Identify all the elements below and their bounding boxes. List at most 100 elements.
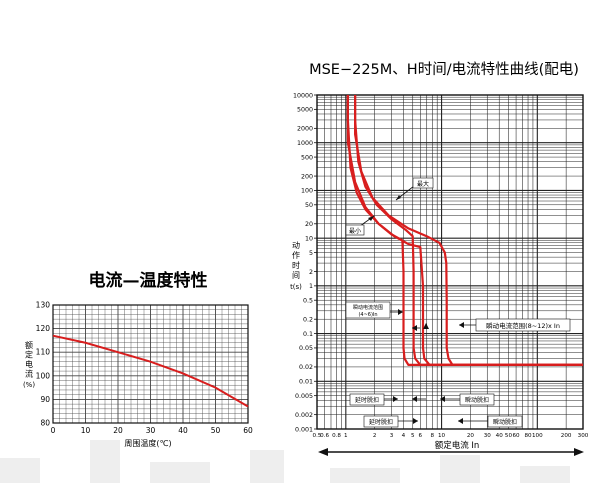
temperature-chart-grid xyxy=(52,304,249,424)
annotation-max-label: 最大 xyxy=(417,180,429,188)
y-tick-label: 50 xyxy=(305,202,313,209)
trip-curve xyxy=(354,95,583,366)
x-tick-label: 80 xyxy=(524,433,532,439)
x-tick-label: 2 xyxy=(373,433,377,439)
y-tick-label: 10 xyxy=(305,235,313,242)
y-tick-label: 1 xyxy=(309,283,313,290)
x-tick-label: 30 xyxy=(484,433,492,439)
y-tick-label: 100 xyxy=(301,188,313,195)
y-tick-label: 130 xyxy=(36,301,51,310)
temperature-chart-x-ticks: 0 10 20 30 40 50 60 xyxy=(51,426,253,435)
temperature-chart-y-ticks: 80 90 100 110 120 130 xyxy=(36,301,51,428)
y-tick-label: 0.01 xyxy=(299,379,313,386)
y-label-char: 额 xyxy=(25,340,33,350)
y-tick-label: 0.5 xyxy=(303,298,313,305)
y-label-char: 流 xyxy=(25,369,33,379)
x-tick-label: 0.8 xyxy=(332,433,341,439)
x-tick-label: 4 xyxy=(402,433,406,439)
y-label-char: 定 xyxy=(25,350,33,360)
y-tick-label: 0.2 xyxy=(303,317,313,324)
y-tick-label: 5 xyxy=(309,250,313,257)
annotation-min: 最小 xyxy=(345,215,375,236)
x-tick-label: 40 xyxy=(496,433,504,439)
time-current-chart-curves xyxy=(346,95,583,366)
x-tick-label: 20 xyxy=(467,433,475,439)
x-tick-label: 200 xyxy=(561,433,572,439)
time-current-chart-frame xyxy=(316,94,584,430)
y-tick-label: 0.02 xyxy=(299,364,313,371)
time-current-chart-title: MSE−225M、H时间/电流特性曲线(配电) xyxy=(309,61,579,78)
annotation-release-row-2: 延时脱扣 瞬动脱扣 xyxy=(363,415,523,428)
annotation-instant-range-small: 瞬动电流范围 (4~6)In xyxy=(345,301,429,331)
y-tick-label: 1000 xyxy=(297,140,313,147)
y-tick-label: 80 xyxy=(40,419,50,428)
x-tick-label: 8 xyxy=(431,433,435,439)
x-tick-label: 60 xyxy=(243,426,253,435)
x-tick-label: 50 xyxy=(211,426,221,435)
y-tick-label: 2 xyxy=(309,269,313,276)
annotation-instant-range-large-label: 瞬动电流范围(8~12)x In xyxy=(486,321,560,330)
y-tick-label: 90 xyxy=(40,395,50,404)
x-tick-label: 20 xyxy=(113,426,123,435)
temperature-chart: 电流—温度特性 0 10 20 30 40 50 60 80 90 100 110 120 130 周… xyxy=(23,270,253,448)
y-label-char: 作 xyxy=(292,250,300,260)
annotation-instant-range-small-label: 瞬动电流范围 xyxy=(353,304,383,311)
temperature-curve xyxy=(52,334,249,408)
temperature-chart-x-label: 周围温度(℃) xyxy=(124,438,171,448)
x-tick-label: 1 xyxy=(344,433,348,439)
y-tick-label: 0.001 xyxy=(295,426,313,433)
y-tick-label: 20 xyxy=(305,221,313,228)
y-tick-label: 200 xyxy=(301,173,313,180)
time-current-chart-x-label: 额定电流 In xyxy=(435,440,480,451)
x-tick-label: 60 xyxy=(513,433,521,439)
x-tick-label: 0.6 xyxy=(320,433,329,439)
annotation-delay-release-2: 延时脱扣 xyxy=(369,418,393,426)
background-decoration xyxy=(0,440,570,483)
y-tick-label: 110 xyxy=(36,348,51,357)
annotation-instant-release-2: 瞬动脱扣 xyxy=(493,418,517,426)
y-tick-label: 10000 xyxy=(293,92,313,99)
annotation-max: 最大 xyxy=(395,177,434,201)
x-tick-label: 30 xyxy=(146,426,156,435)
temperature-chart-series xyxy=(52,334,249,408)
annotation-instant-range-small-sub: (4~6)In xyxy=(358,312,377,318)
y-label-char: 间 xyxy=(292,271,300,280)
y-tick-label: 0.1 xyxy=(303,331,313,338)
trip-curve xyxy=(354,95,583,366)
y-tick-label: 2000 xyxy=(297,126,313,133)
time-current-chart-x-ticks: 0.50.6 0.8 1 2 3 4 5 6 8 10 20 30 40 50 60 80 100 200 300 xyxy=(313,433,589,439)
trip-curve xyxy=(346,95,583,366)
y-label-char: 时 xyxy=(292,260,300,270)
y-tick-label: 500 xyxy=(301,154,313,161)
time-current-chart: MSE−225M、H时间/电流特性曲线(配电) 1000050002000100… xyxy=(290,61,589,456)
annotation-instant-release-1: 瞬动脱扣 xyxy=(465,396,489,404)
y-label-char: 电 xyxy=(25,359,33,369)
x-tick-label: 0 xyxy=(51,426,56,435)
annotation-instant-range-large: 瞬动电流范围(8~12)x In xyxy=(459,318,571,332)
y-tick-label: 120 xyxy=(36,324,51,333)
y-tick-label: 5000 xyxy=(297,107,313,114)
x-tick-label: 50 xyxy=(505,433,513,439)
y-label-char: 动 xyxy=(292,240,300,250)
x-tick-label: 40 xyxy=(178,426,188,435)
y-label-unit: (%) xyxy=(23,381,35,389)
x-tick-label: 5 xyxy=(411,433,415,439)
x-tick-label: 300 xyxy=(578,433,589,439)
annotation-min-label: 最小 xyxy=(349,227,361,235)
time-current-chart-x-axis-arrow xyxy=(318,448,584,456)
temperature-chart-y-label: 额定电流 (%) xyxy=(23,340,35,389)
annotation-release-row-1: 延时脱扣 瞬动脱扣 xyxy=(349,393,495,406)
x-tick-label: 100 xyxy=(532,433,543,439)
x-tick-label: 3 xyxy=(390,433,394,439)
x-tick-label: 0.5 xyxy=(313,433,322,439)
y-tick-label: 100 xyxy=(36,371,51,380)
x-tick-label: 10 xyxy=(81,426,91,435)
y-label-unit: t(s) xyxy=(290,283,302,291)
y-tick-label: 0.002 xyxy=(295,412,313,419)
y-tick-label: 0.05 xyxy=(299,345,313,352)
time-current-chart-y-ticks: 10000 5000 2000 1000 500 200 100 50 20 10 5 2 1 0.5 0.… xyxy=(293,92,317,433)
x-tick-label: 10 xyxy=(438,433,446,439)
annotation-delay-release-1: 延时脱扣 xyxy=(355,396,379,404)
y-tick-label: 0.005 xyxy=(295,393,313,400)
